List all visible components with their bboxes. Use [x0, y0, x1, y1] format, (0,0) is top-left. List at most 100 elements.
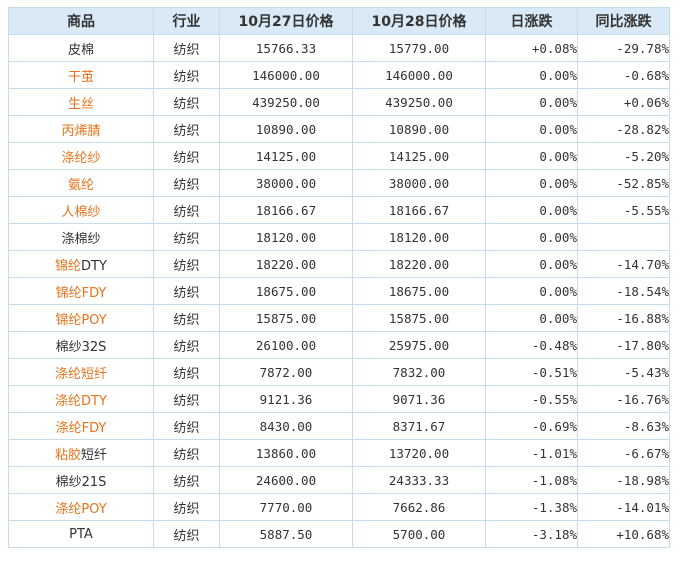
yoy-change-cell: -18.54% — [577, 277, 670, 305]
commodity-link[interactable]: 涤纶DTY — [55, 393, 107, 409]
daily-change-cell: 0.00% — [485, 196, 578, 224]
commodity-name: 锦纶POY — [8, 304, 154, 332]
industry-cell: 纺织 — [153, 169, 220, 197]
table-row: 涤纶DTY 纺织 9121.36 9071.36 -0.55% -16.76% — [8, 385, 670, 413]
price-oct28-cell: 5700.00 — [352, 520, 486, 548]
commodity-link[interactable]: 涤纶FDY — [55, 420, 107, 436]
daily-change-cell: 0.00% — [485, 169, 578, 197]
commodity-name: 干茧 — [8, 61, 154, 89]
table-row: 皮棉 纺织 15766.33 15779.00 +0.08% -29.78% — [8, 34, 670, 62]
commodity-name: 涤纶纱 — [8, 142, 154, 170]
price-oct27-cell: 14125.00 — [219, 142, 353, 170]
commodity-link[interactable]: 生丝 — [67, 96, 94, 112]
daily-change-cell: 0.00% — [485, 250, 578, 278]
yoy-change-cell: -52.85% — [577, 169, 670, 197]
table-row: 涤纶POY 纺织 7770.00 7662.86 -1.38% -14.01% — [8, 493, 670, 521]
header-commodity: 商品 — [8, 7, 154, 35]
commodity-name: 涤纶FDY — [8, 412, 154, 440]
commodity-link[interactable]: 涤纶短纤 — [54, 366, 107, 382]
header-price-oct28: 10月28日价格 — [352, 7, 486, 35]
commodity-name: 氨纶 — [8, 169, 154, 197]
industry-cell: 纺织 — [153, 520, 220, 548]
table-row: 涤纶FDY 纺织 8430.00 8371.67 -0.69% -8.63% — [8, 412, 670, 440]
yoy-change-cell — [577, 223, 670, 251]
yoy-change-cell: -8.63% — [577, 412, 670, 440]
yoy-change-cell: -17.80% — [577, 331, 670, 359]
industry-cell: 纺织 — [153, 223, 220, 251]
commodity-label: 棉纱32S — [55, 339, 107, 355]
table-header-row: 商品 行业 10月27日价格 10月28日价格 日涨跌 同比涨跌 — [8, 7, 670, 35]
price-oct27-cell: 18675.00 — [219, 277, 353, 305]
daily-change-cell: -1.01% — [485, 439, 578, 467]
yoy-change-cell: +10.68% — [577, 520, 670, 548]
commodity-link[interactable]: 人棉纱 — [61, 204, 101, 220]
industry-cell: 纺织 — [153, 331, 220, 359]
table-row: 人棉纱 纺织 18166.67 18166.67 0.00% -5.55% — [8, 196, 670, 224]
daily-change-cell: -1.08% — [485, 466, 578, 494]
daily-change-cell: -3.18% — [485, 520, 578, 548]
yoy-change-cell: -29.78% — [577, 34, 670, 62]
commodity-name: 生丝 — [8, 88, 154, 116]
price-oct28-cell: 7832.00 — [352, 358, 486, 386]
header-yoy-change: 同比涨跌 — [577, 7, 670, 35]
yoy-change-cell: -16.88% — [577, 304, 670, 332]
commodity-name: 涤纶POY — [8, 493, 154, 521]
price-oct27-cell: 24600.00 — [219, 466, 353, 494]
commodity-name: 皮棉 — [8, 34, 154, 62]
yoy-change-cell: -14.01% — [577, 493, 670, 521]
commodity-link[interactable]: 丙烯腈 — [61, 123, 101, 139]
industry-cell: 纺织 — [153, 385, 220, 413]
commodity-name: 涤纶短纤 — [8, 358, 154, 386]
commodity-link[interactable]: 涤纶纱 — [61, 150, 101, 166]
header-price-oct27: 10月27日价格 — [219, 7, 353, 35]
industry-cell: 纺织 — [153, 304, 220, 332]
price-oct28-cell: 25975.00 — [352, 331, 486, 359]
commodity-link[interactable]: 锦纶POY — [55, 312, 107, 328]
industry-cell: 纺织 — [153, 439, 220, 467]
yoy-change-cell: -0.68% — [577, 61, 670, 89]
table-row: 干茧 纺织 146000.00 146000.00 0.00% -0.68% — [8, 61, 670, 89]
price-oct27-cell: 15875.00 — [219, 304, 353, 332]
commodity-link[interactable]: 锦纶FDY — [55, 285, 107, 301]
commodity-link[interactable]: 涤纶POY — [55, 501, 107, 517]
price-oct28-cell: 15779.00 — [352, 34, 486, 62]
commodity-label: 棉纱21S — [55, 474, 107, 490]
price-oct27-cell: 146000.00 — [219, 61, 353, 89]
price-table: 商品 行业 10月27日价格 10月28日价格 日涨跌 同比涨跌 皮棉 纺织 157… — [8, 7, 670, 548]
price-oct27-cell: 7770.00 — [219, 493, 353, 521]
price-oct28-cell: 18675.00 — [352, 277, 486, 305]
commodity-link[interactable]: 干茧 — [67, 69, 94, 85]
price-oct28-cell: 439250.00 — [352, 88, 486, 116]
commodity-label: 短纤 — [81, 447, 108, 463]
table-row: PTA 纺织 5887.50 5700.00 -3.18% +10.68% — [8, 520, 670, 548]
price-oct28-cell: 9071.36 — [352, 385, 486, 413]
price-oct27-cell: 10890.00 — [219, 115, 353, 143]
industry-cell: 纺织 — [153, 466, 220, 494]
table-body: 皮棉 纺织 15766.33 15779.00 +0.08% -29.78% 干茧纺织 146… — [8, 34, 670, 548]
price-oct28-cell: 7662.86 — [352, 493, 486, 521]
table-row: 丙烯腈 纺织 10890.00 10890.00 0.00% -28.82% — [8, 115, 670, 143]
daily-change-cell: 0.00% — [485, 223, 578, 251]
daily-change-cell: -0.51% — [485, 358, 578, 386]
commodity-link[interactable]: 锦纶 — [55, 258, 82, 274]
commodity-name: PTA — [8, 520, 154, 548]
price-oct28-cell: 18120.00 — [352, 223, 486, 251]
yoy-change-cell: +0.06% — [577, 88, 670, 116]
commodity-link[interactable]: 粘胶 — [54, 447, 81, 463]
commodity-link[interactable]: 氨纶 — [67, 177, 94, 193]
price-oct28-cell: 8371.67 — [352, 412, 486, 440]
commodity-name: 丙烯腈 — [8, 115, 154, 143]
header-industry: 行业 — [153, 7, 220, 35]
price-oct27-cell: 15766.33 — [219, 34, 353, 62]
commodity-name: 锦纶DTY — [8, 250, 154, 278]
price-oct27-cell: 18220.00 — [219, 250, 353, 278]
daily-change-cell: 0.00% — [485, 61, 578, 89]
price-oct27-cell: 5887.50 — [219, 520, 353, 548]
table-row: 涤棉纱 纺织 18120.00 18120.00 0.00% — [8, 223, 670, 251]
daily-change-cell: -1.38% — [485, 493, 578, 521]
daily-change-cell: -0.69% — [485, 412, 578, 440]
commodity-name: 粘胶短纤 — [8, 439, 154, 467]
price-oct28-cell: 18166.67 — [352, 196, 486, 224]
price-oct27-cell: 18166.67 — [219, 196, 353, 224]
yoy-change-cell: -14.70% — [577, 250, 670, 278]
